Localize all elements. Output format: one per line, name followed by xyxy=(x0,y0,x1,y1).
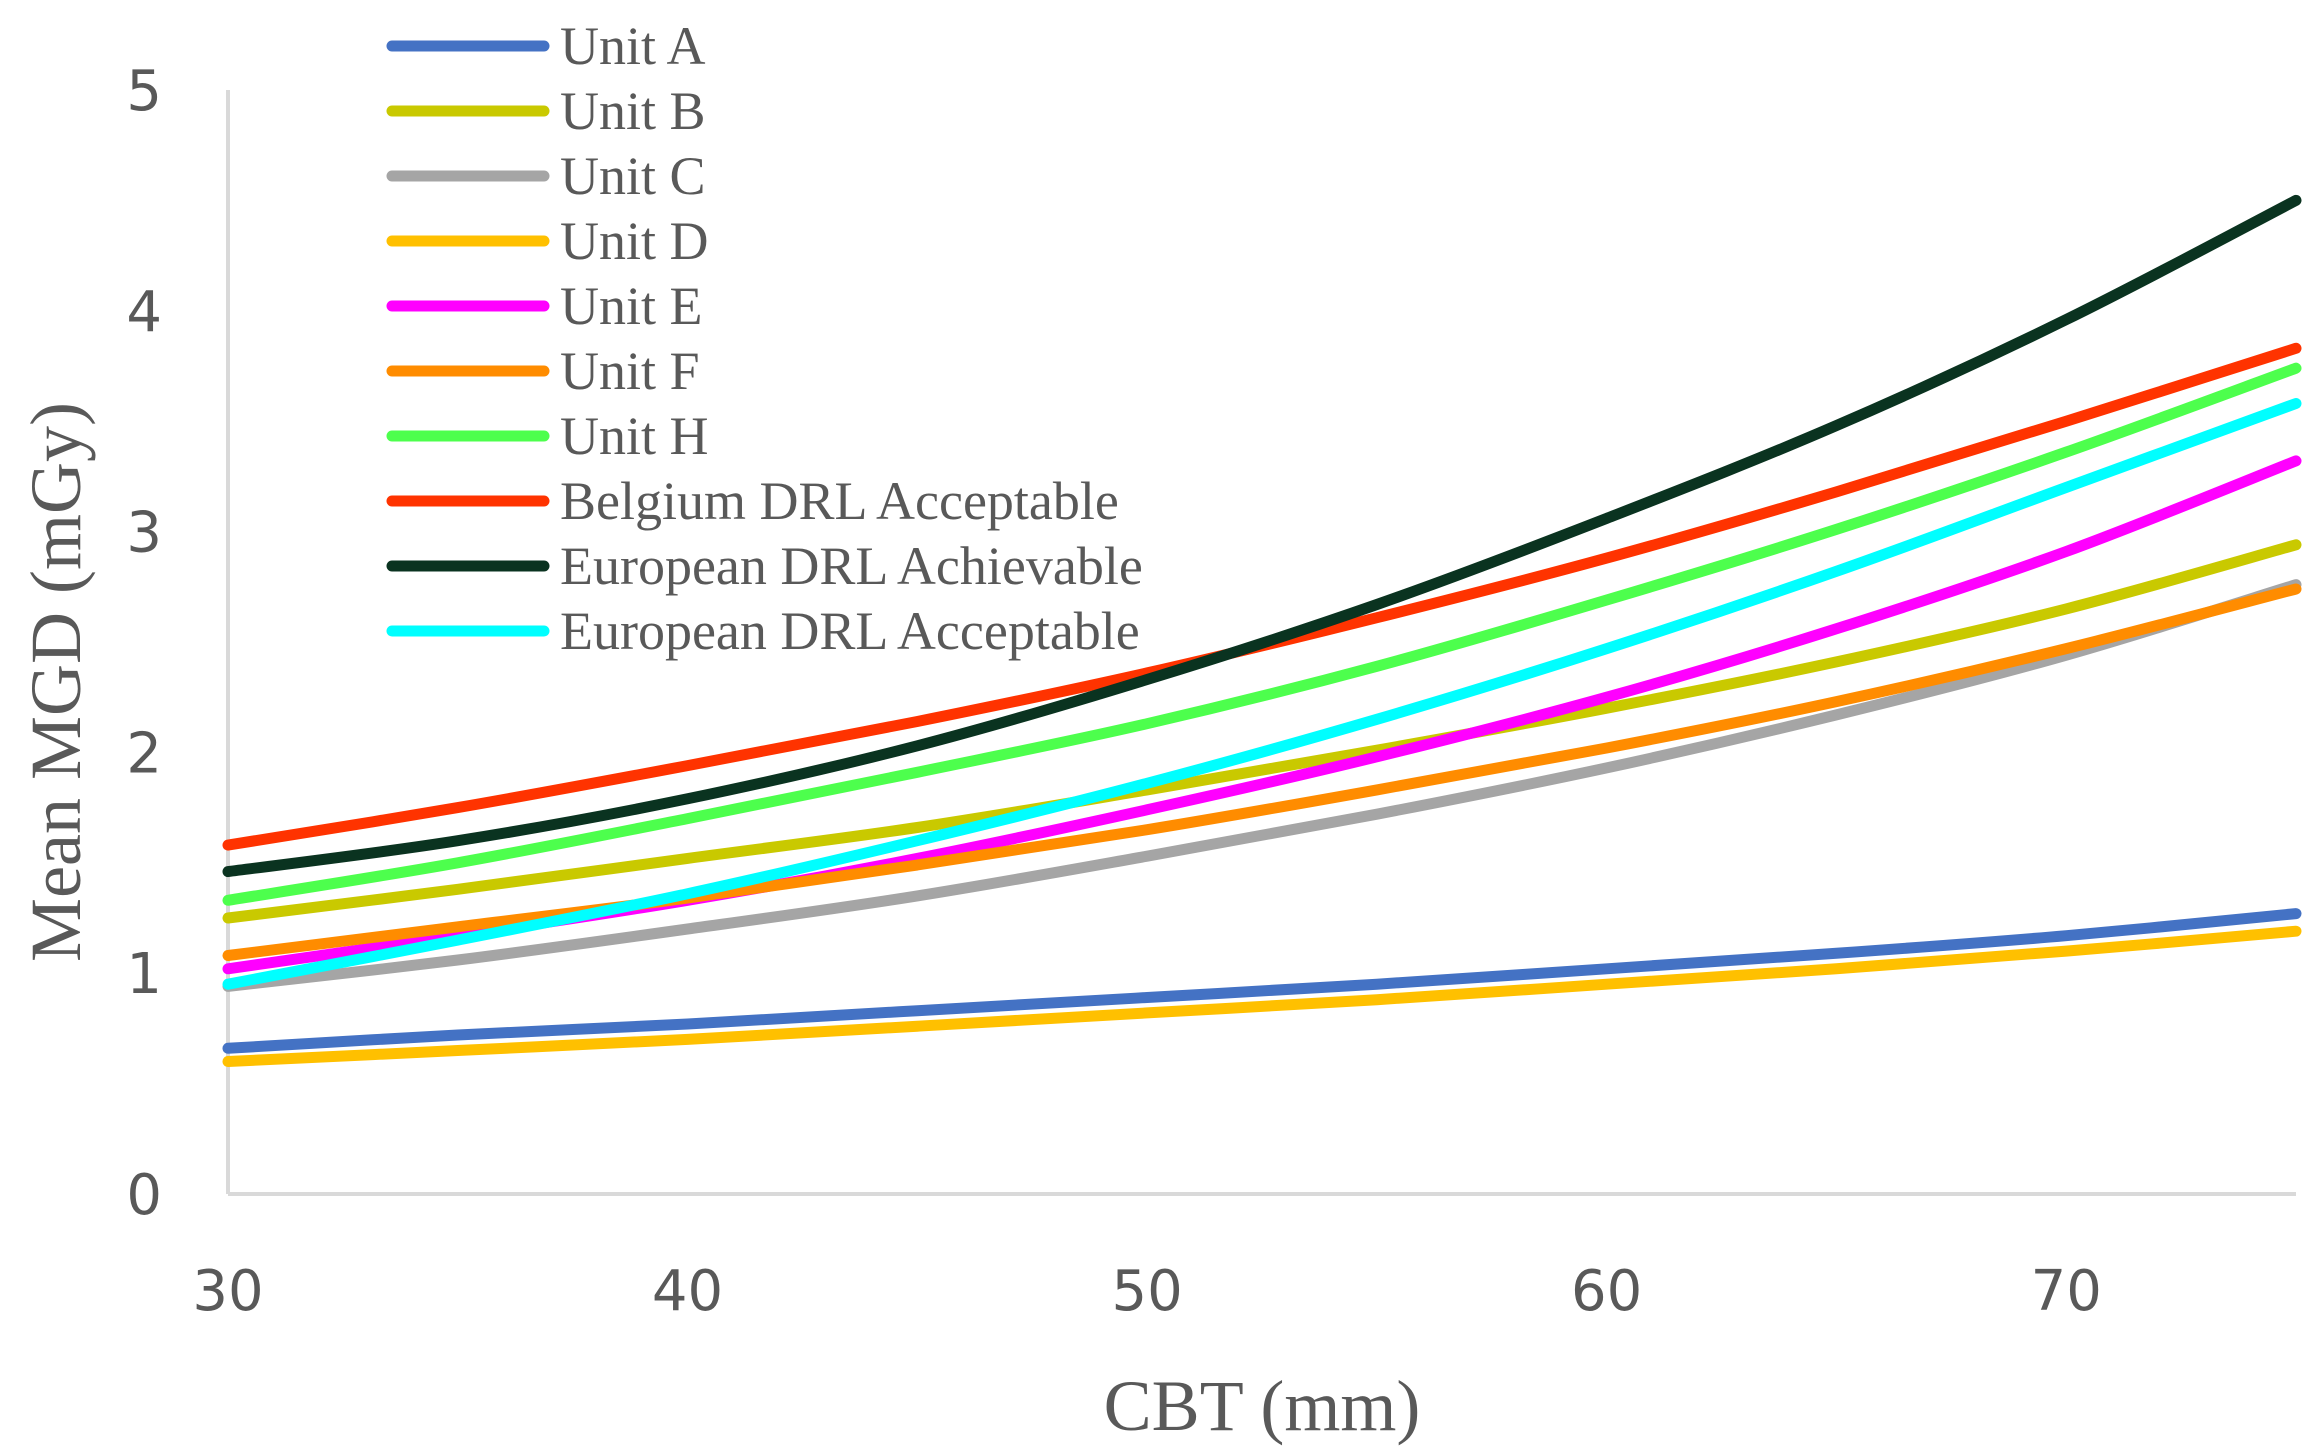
y-tick-label: 2 xyxy=(126,721,162,786)
legend-label-unit-e: Unit E xyxy=(560,276,703,336)
y-tick-label: 0 xyxy=(126,1163,162,1228)
y-tick-label: 1 xyxy=(126,942,162,1007)
axes xyxy=(226,90,2296,1196)
series-line-unit-d xyxy=(222,925,2302,1067)
x-axis-title: CBT (mm) xyxy=(1104,1366,1421,1446)
x-tick-label: 50 xyxy=(1111,1259,1182,1324)
legend-label-unit-b: Unit B xyxy=(560,81,706,141)
legend-label-belgium-drl-acceptable: Belgium DRL Acceptable xyxy=(560,471,1119,531)
x-tick-label: 40 xyxy=(652,1259,723,1324)
series-line-unit-a xyxy=(222,908,2302,1054)
y-tick-labels: 0 1 2 3 4 5 xyxy=(126,59,162,1228)
series-lines xyxy=(222,194,2302,1067)
y-tick-label: 3 xyxy=(126,501,162,566)
series-line-unit-h xyxy=(222,362,2302,906)
series-line-european-drl-achievable xyxy=(222,194,2302,878)
x-tick-label: 70 xyxy=(2031,1259,2102,1324)
x-tick-labels: 30 40 50 60 70 xyxy=(192,1259,2101,1324)
y-axis-title: Mean MGD (mGy) xyxy=(16,402,96,962)
legend-label-unit-d: Unit D xyxy=(560,211,709,271)
series-line-unit-e xyxy=(222,455,2302,975)
y-tick-label: 5 xyxy=(126,59,162,124)
x-tick-label: 30 xyxy=(192,1259,263,1324)
legend-label-unit-f: Unit F xyxy=(560,341,700,401)
y-tick-label: 4 xyxy=(126,280,162,345)
series-line-european-drl-acceptable xyxy=(222,398,2302,990)
x-tick-label: 60 xyxy=(1571,1259,1642,1324)
legend-label-unit-h: Unit H xyxy=(560,406,709,466)
series-line-unit-c xyxy=(222,579,2302,992)
legend-label-european-drl-acceptable: European DRL Acceptable xyxy=(560,601,1140,661)
legend-label-unit-c: Unit C xyxy=(560,146,706,206)
legend-label-unit-a: Unit A xyxy=(560,16,706,76)
legend-label-european-drl-achievable: European DRL Achievable xyxy=(560,536,1143,596)
series-line-unit-b xyxy=(222,539,2302,924)
